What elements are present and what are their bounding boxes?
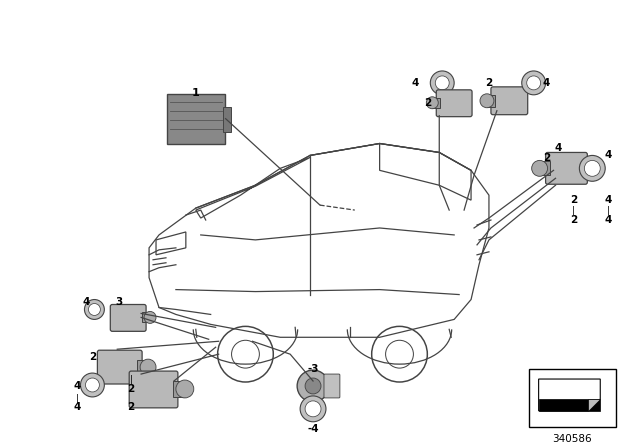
Text: 2: 2 bbox=[424, 98, 431, 108]
Bar bbox=[223, 107, 230, 132]
Text: 2: 2 bbox=[570, 215, 577, 225]
Circle shape bbox=[81, 373, 104, 397]
Polygon shape bbox=[137, 360, 148, 374]
Text: 4: 4 bbox=[543, 78, 550, 88]
Text: 2: 2 bbox=[570, 195, 577, 205]
Circle shape bbox=[176, 380, 194, 398]
Circle shape bbox=[480, 94, 494, 108]
Circle shape bbox=[579, 155, 605, 181]
Circle shape bbox=[300, 396, 326, 422]
Text: |: | bbox=[130, 375, 132, 383]
Text: 4: 4 bbox=[83, 297, 90, 306]
Text: 4: 4 bbox=[74, 402, 81, 412]
Circle shape bbox=[584, 160, 600, 177]
Text: 340586: 340586 bbox=[552, 434, 592, 444]
FancyBboxPatch shape bbox=[97, 350, 142, 384]
Text: 2: 2 bbox=[127, 384, 135, 394]
Text: |: | bbox=[572, 206, 575, 215]
Circle shape bbox=[532, 160, 548, 177]
Text: -3: -3 bbox=[307, 364, 319, 374]
Polygon shape bbox=[539, 399, 600, 411]
Circle shape bbox=[86, 378, 99, 392]
Circle shape bbox=[430, 71, 454, 95]
Bar bbox=[529, 369, 616, 427]
FancyBboxPatch shape bbox=[491, 87, 528, 115]
Circle shape bbox=[297, 370, 329, 402]
Circle shape bbox=[305, 378, 321, 394]
Text: 4: 4 bbox=[605, 151, 612, 160]
Polygon shape bbox=[539, 379, 600, 411]
FancyBboxPatch shape bbox=[129, 371, 178, 408]
Text: -4: -4 bbox=[307, 424, 319, 434]
Circle shape bbox=[305, 401, 321, 417]
Text: 4: 4 bbox=[412, 78, 419, 88]
Text: 2: 2 bbox=[485, 78, 493, 88]
Polygon shape bbox=[432, 98, 440, 108]
Text: 3: 3 bbox=[116, 297, 123, 306]
Circle shape bbox=[522, 71, 545, 95]
Circle shape bbox=[84, 300, 104, 319]
Text: 2: 2 bbox=[543, 153, 550, 164]
FancyBboxPatch shape bbox=[324, 374, 340, 398]
Bar bbox=[167, 94, 225, 143]
Polygon shape bbox=[173, 381, 185, 397]
FancyBboxPatch shape bbox=[545, 152, 588, 184]
Polygon shape bbox=[487, 95, 495, 107]
Circle shape bbox=[140, 359, 156, 375]
Circle shape bbox=[426, 97, 438, 109]
Polygon shape bbox=[540, 161, 550, 175]
Text: |: | bbox=[76, 394, 79, 403]
FancyBboxPatch shape bbox=[110, 305, 146, 332]
Text: 4: 4 bbox=[555, 143, 562, 154]
Circle shape bbox=[144, 311, 156, 323]
Text: |: | bbox=[607, 206, 610, 215]
Text: 1: 1 bbox=[192, 88, 200, 98]
Polygon shape bbox=[142, 312, 150, 323]
Circle shape bbox=[88, 303, 100, 315]
Text: 4: 4 bbox=[605, 215, 612, 225]
Circle shape bbox=[435, 76, 449, 90]
Text: 4: 4 bbox=[74, 381, 81, 391]
Circle shape bbox=[527, 76, 541, 90]
Polygon shape bbox=[588, 399, 600, 411]
Text: 2: 2 bbox=[127, 402, 135, 412]
Text: 2: 2 bbox=[89, 352, 96, 362]
Text: 4: 4 bbox=[605, 195, 612, 205]
FancyBboxPatch shape bbox=[436, 90, 472, 116]
